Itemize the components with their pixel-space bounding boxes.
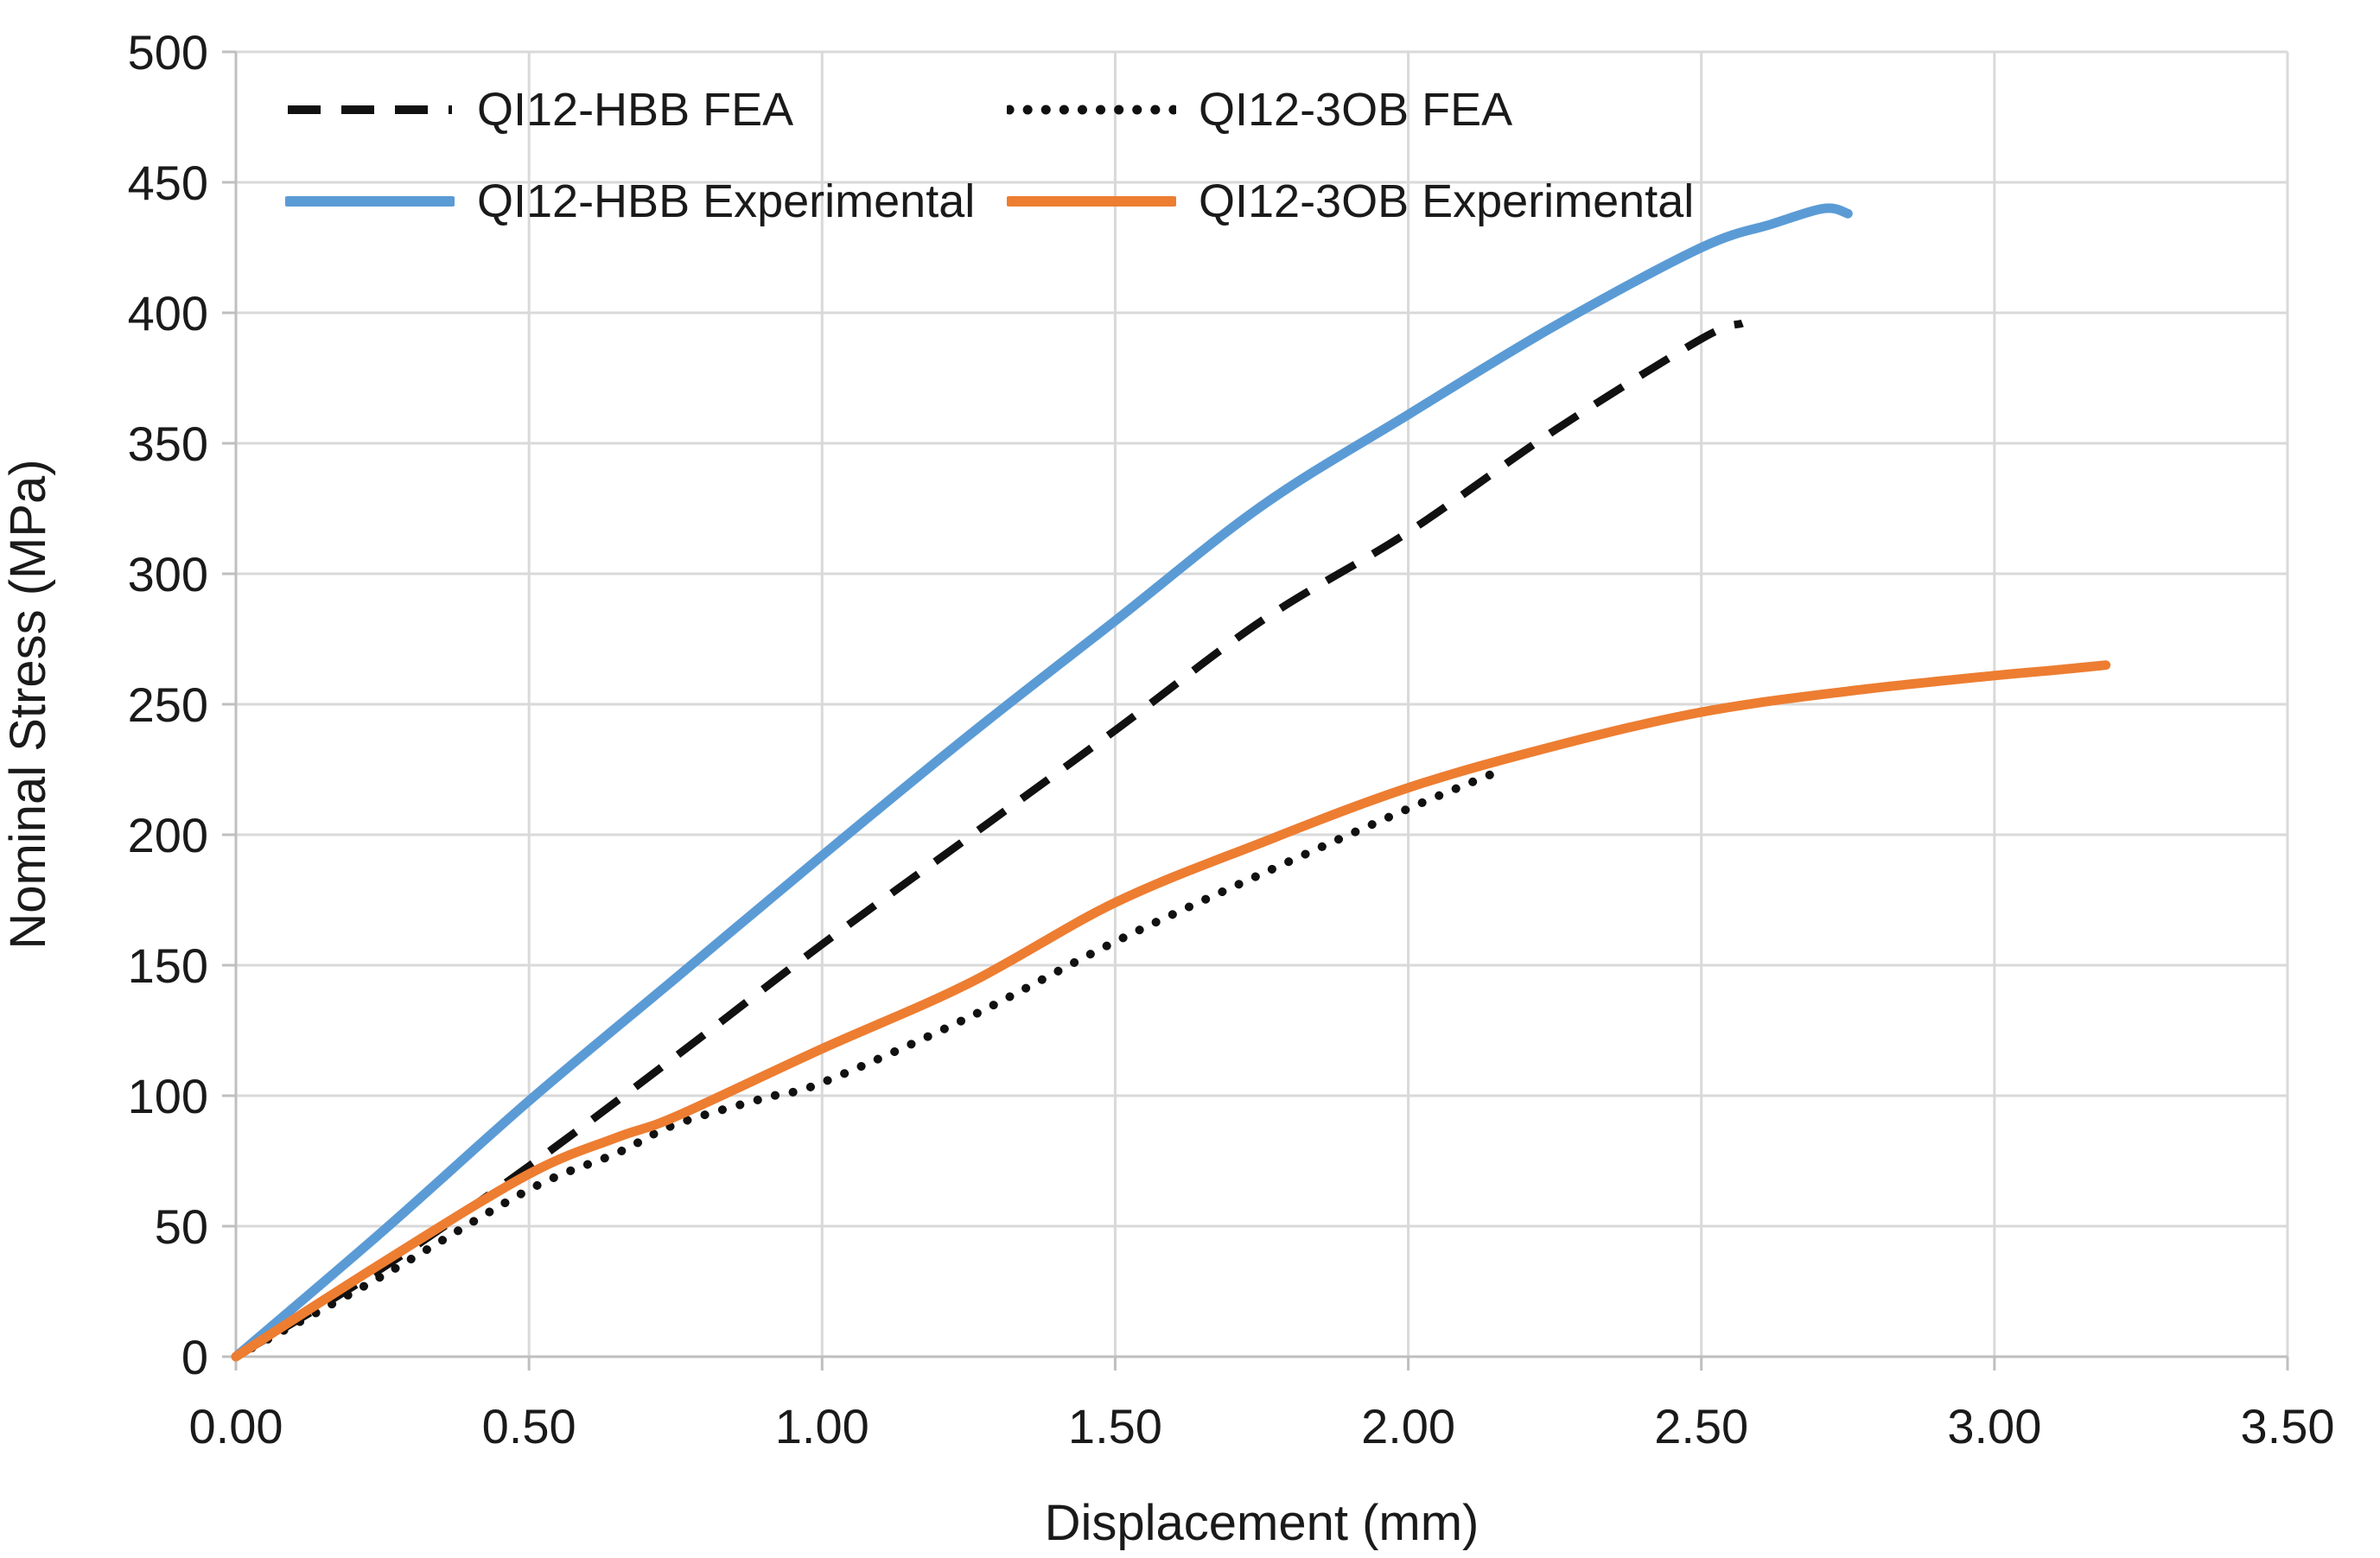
y-tick-label: 150 [128, 938, 208, 993]
legend-label: QI12-HBB FEA [477, 84, 794, 136]
legend: QI12-HBB FEA QI12-3OB FEA QI12-HBB Exper… [285, 85, 1694, 226]
legend-item-3ob-fea: QI12-3OB FEA [1007, 85, 1694, 135]
blue-line-sample-icon [285, 196, 455, 207]
gridlines [236, 50, 2289, 1357]
y-axis-title: Nominal Stress (MPa) [0, 459, 56, 949]
dashed-line-sample-icon [288, 105, 452, 114]
x-axis-title: Displacement (mm) [1045, 1495, 1480, 1551]
y-tick-label: 500 [128, 25, 208, 79]
x-tick-label: 0.00 [189, 1399, 283, 1453]
y-tick-label: 50 [155, 1199, 208, 1254]
x-tick-label: 0.50 [482, 1399, 576, 1453]
legend-label: QI12-3OB FEA [1199, 84, 1513, 136]
axes [222, 50, 2289, 1370]
orange-line-sample-icon [1007, 196, 1176, 207]
y-tick-label: 200 [128, 808, 208, 862]
legend-item-hbb-experimental: QI12-HBB Experimental [285, 176, 1007, 226]
x-tick-label: 1.50 [1068, 1399, 1162, 1453]
series-path-3 [231, 660, 2111, 1362]
x-tick-label: 3.50 [2241, 1399, 2335, 1453]
y-tick-label: 100 [128, 1069, 208, 1123]
x-tick-label: 2.00 [1361, 1399, 1455, 1453]
y-tick-label: 350 [128, 417, 208, 471]
series-path-2 [231, 203, 1853, 1362]
tick-labels: 0.00 0.50 1.00 1.50 2.00 2.50 3.00 3.50 0 50 100 15… [128, 25, 2335, 1453]
legend-label: QI12-3OB Experimental [1199, 175, 1695, 227]
x-tick-label: 3.00 [1947, 1399, 2041, 1453]
x-tick-label: 1.00 [775, 1399, 869, 1453]
legend-item-3ob-experimental: QI12-3OB Experimental [1007, 176, 1694, 226]
series-path-0 [233, 319, 1744, 1360]
x-tick-label: 2.50 [1654, 1399, 1748, 1453]
y-tick-label: 0 [181, 1330, 208, 1384]
series-lines [231, 203, 2111, 1362]
y-tick-label: 250 [128, 677, 208, 732]
legend-item-hbb-fea: QI12-HBB FEA [285, 85, 1007, 135]
series-path-1 [232, 770, 1495, 1361]
y-tick-label: 450 [128, 156, 208, 210]
dotted-line-sample-icon [1007, 105, 1176, 115]
legend-label: QI12-HBB Experimental [477, 175, 976, 227]
y-tick-label: 400 [128, 286, 208, 340]
y-tick-label: 300 [128, 547, 208, 601]
